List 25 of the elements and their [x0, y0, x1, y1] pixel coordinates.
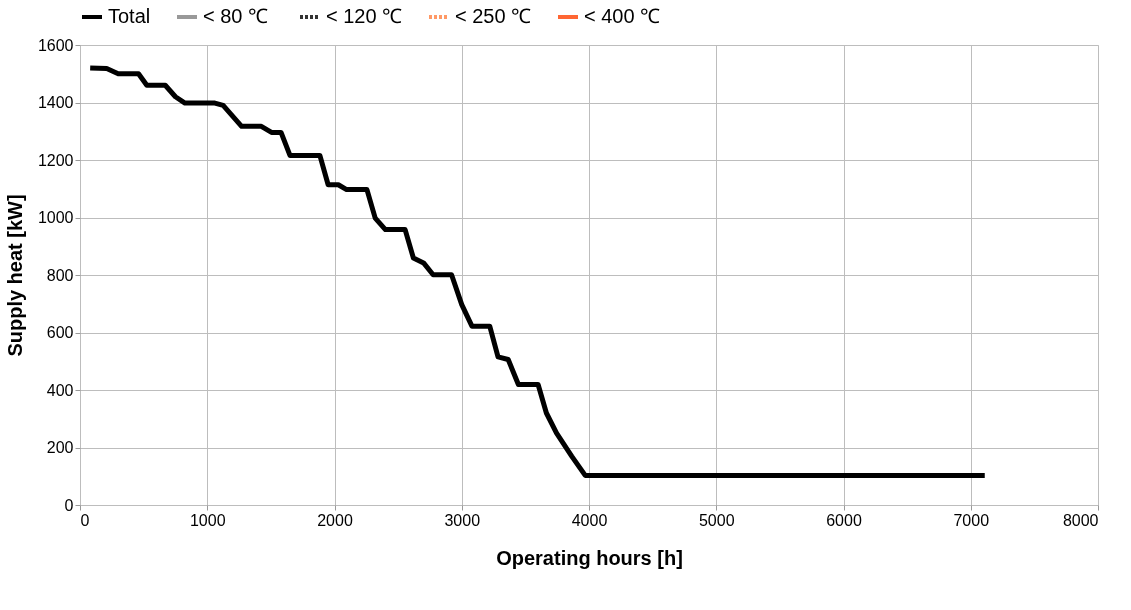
- x-tick-label: 8000: [1062, 511, 1099, 529]
- y-axis-title: Supply heat [kW]: [3, 194, 26, 357]
- y-tick-label: 1200: [37, 151, 74, 169]
- y-tick-label: 1400: [37, 94, 74, 111]
- y-tick-label: 600: [46, 324, 74, 341]
- x-tick-label: 2000: [317, 511, 353, 529]
- legend-label: < 120 ℃: [326, 5, 403, 27]
- legend-label: < 80 ℃: [203, 5, 269, 27]
- y-tick-label: 200: [46, 439, 74, 456]
- legend-label: < 400 ℃: [584, 5, 661, 27]
- y-tick-label: 1000: [37, 209, 74, 226]
- y-tick-label: 800: [46, 266, 74, 284]
- x-tick-label: 5000: [698, 511, 735, 529]
- x-tick-label: 3000: [444, 511, 481, 529]
- y-tick-label: 0: [64, 496, 74, 514]
- legend-label: Total: [108, 5, 151, 27]
- x-tick-label: 0: [80, 511, 90, 529]
- x-tick-label: 4000: [571, 511, 608, 529]
- y-tick-label: 1600: [37, 36, 74, 54]
- x-tick-label: 6000: [826, 511, 862, 529]
- legend-label: < 250 ℃: [455, 5, 532, 27]
- x-axis-title: Operating hours [h]: [496, 546, 683, 569]
- x-tick-label: 7000: [953, 511, 990, 529]
- y-tick-label: 400: [46, 381, 74, 399]
- x-tick-label: 1000: [189, 511, 226, 529]
